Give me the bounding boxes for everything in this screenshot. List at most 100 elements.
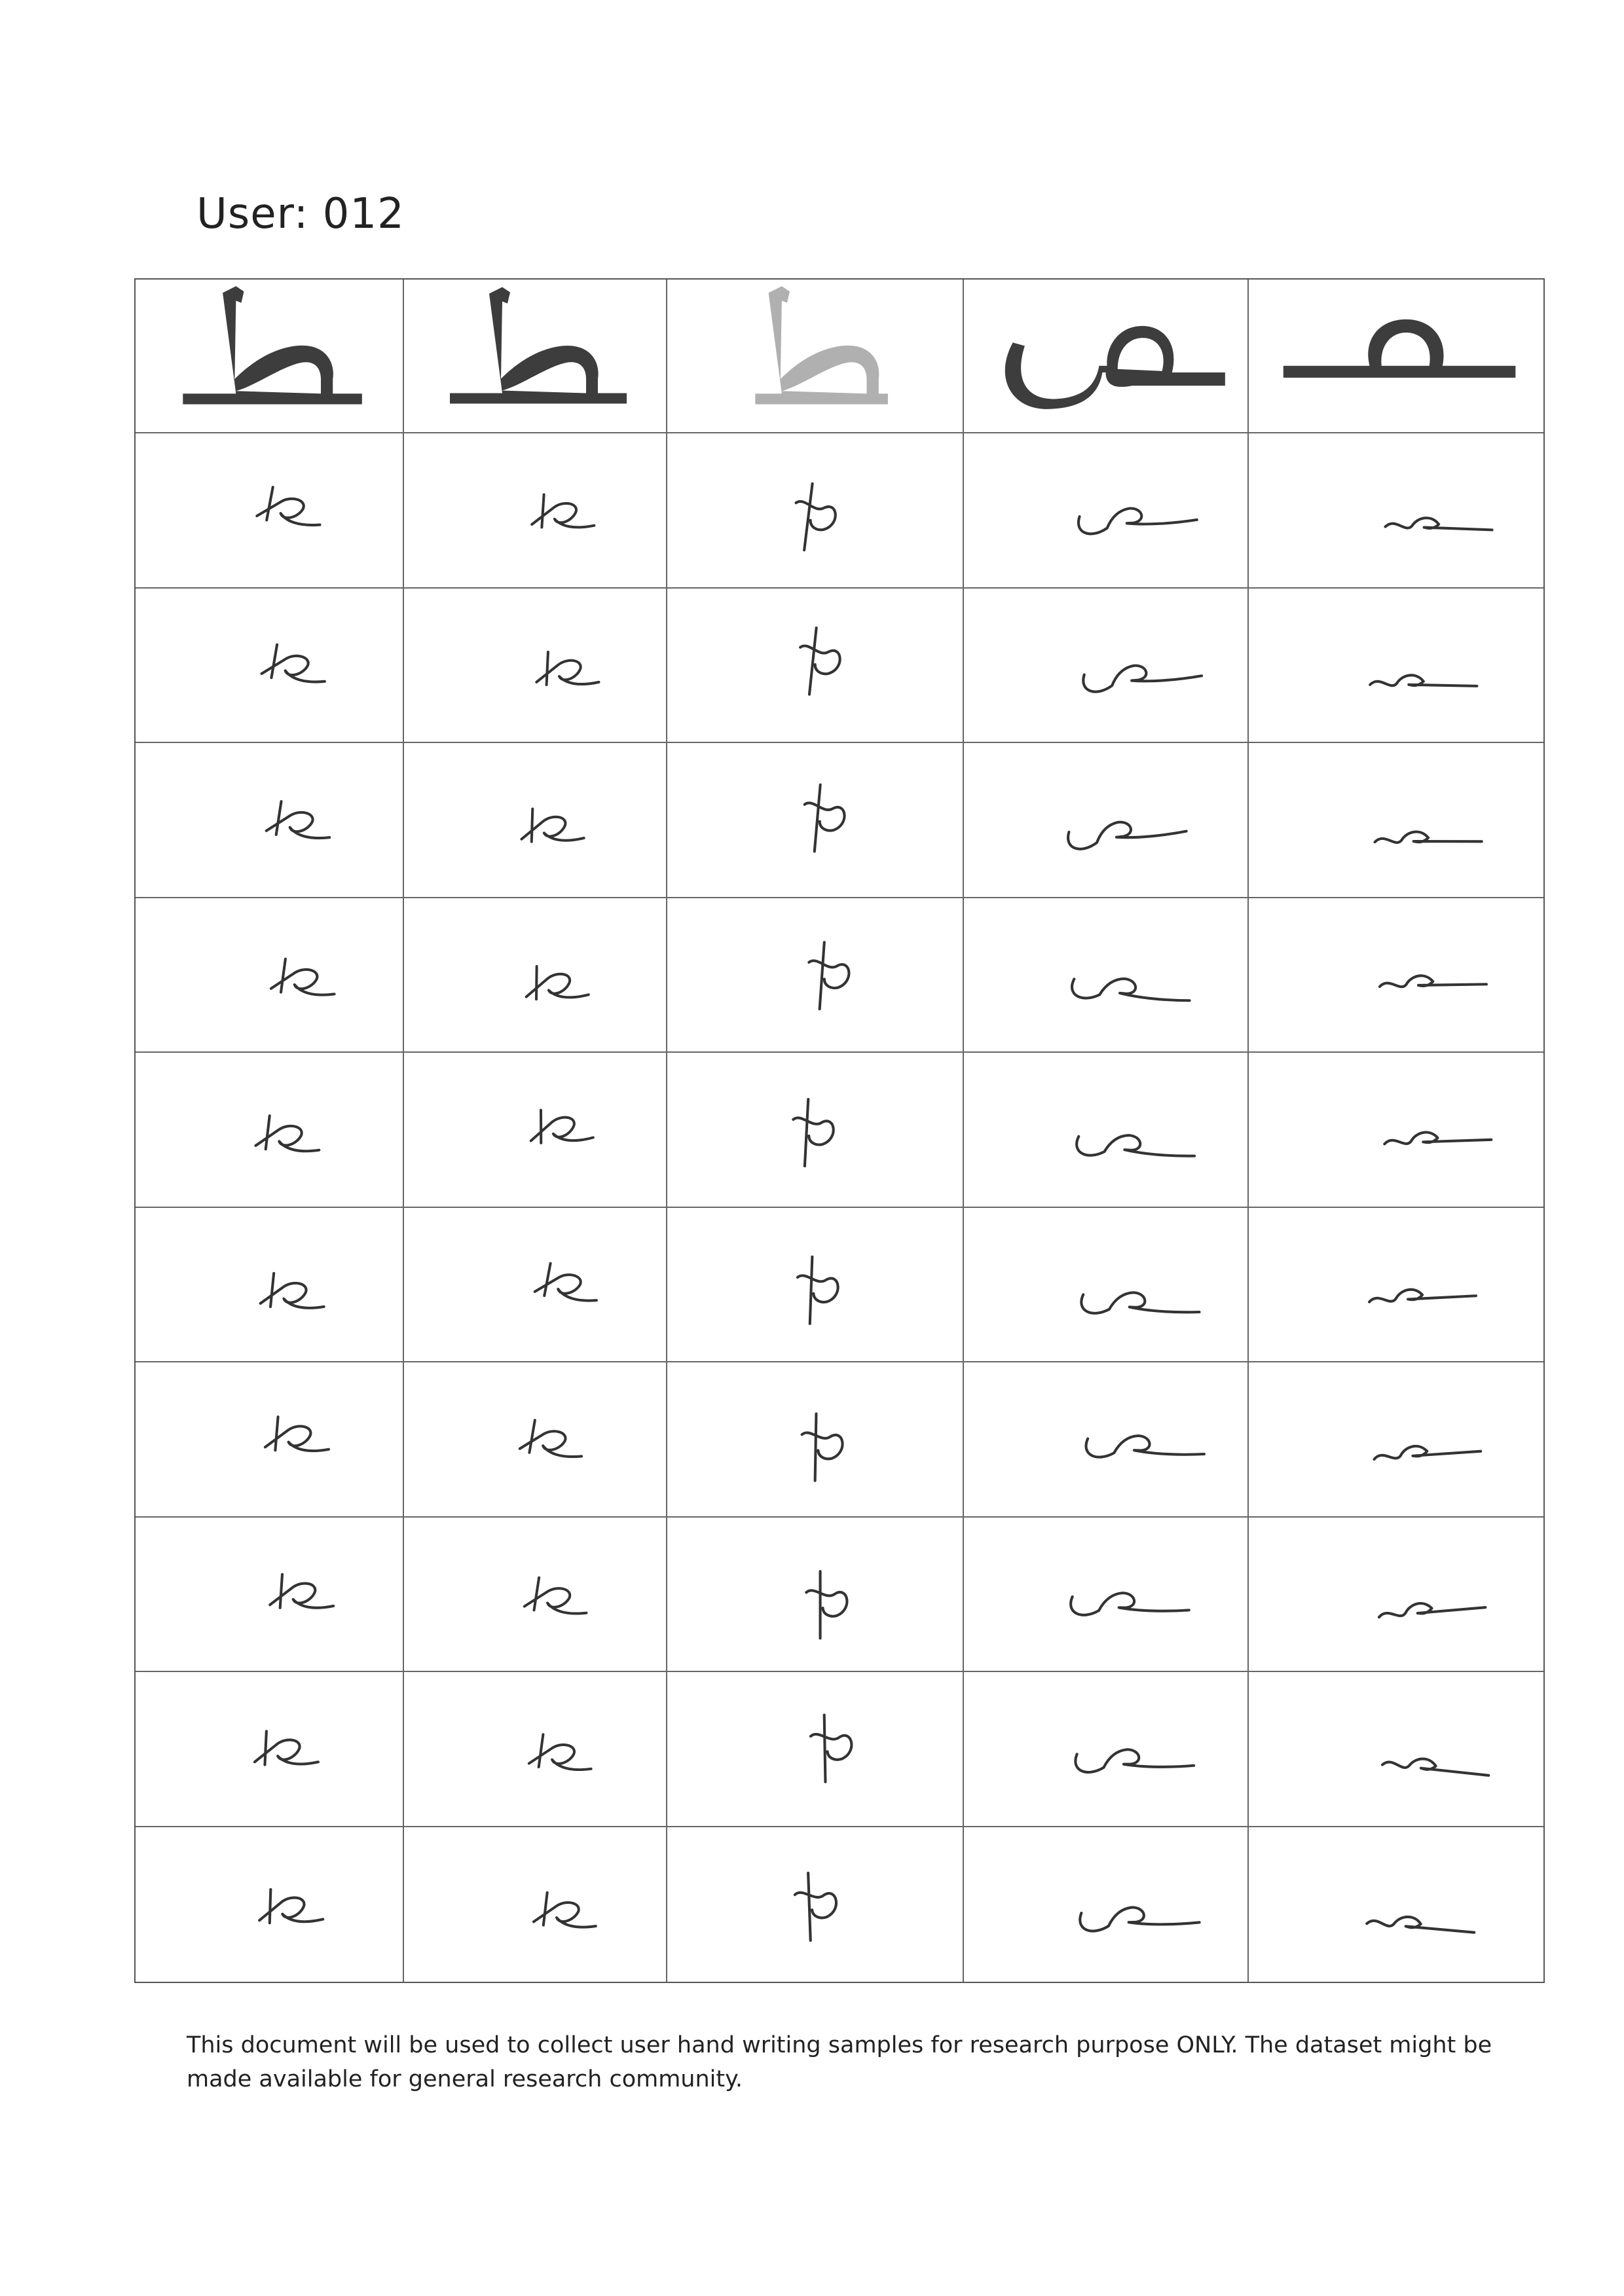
handwriting-sample-cell xyxy=(404,1672,667,1827)
handwriting-sample-cell xyxy=(404,898,667,1053)
handwritten-stroke xyxy=(529,1108,595,1144)
handwriting-sample-cell xyxy=(667,1517,964,1672)
handwritten-stroke xyxy=(805,1569,849,1639)
handwriting-sample-cell xyxy=(1249,1518,1543,1672)
reference-glyph-sad-isolated xyxy=(1005,325,1225,409)
handwritten-stroke xyxy=(799,626,841,696)
handwriting-sample-cell xyxy=(1249,1208,1543,1362)
handwriting-sample-cell xyxy=(1249,1827,1543,1982)
handwriting-sample-cell xyxy=(1249,1362,1543,1518)
reference-glyph-tah xyxy=(450,287,627,404)
handwritten-stroke xyxy=(533,1262,598,1302)
reference-glyph-cell xyxy=(404,280,667,433)
handwritten-stroke xyxy=(258,1887,325,1924)
handwritten-stroke xyxy=(527,1733,593,1772)
handwriting-sample-cell xyxy=(964,1672,1249,1827)
handwriting-sample-cell xyxy=(136,743,404,898)
handwriting-sample-cell xyxy=(964,1362,1249,1518)
handwriting-sample-cell xyxy=(667,743,964,898)
reference-glyph-tah-upright xyxy=(755,286,888,405)
handwritten-stroke xyxy=(1067,820,1188,850)
handwriting-sample-cell xyxy=(1249,589,1543,743)
handwriting-sample-cell xyxy=(1249,1672,1543,1827)
handwritten-stroke xyxy=(1365,1915,1476,1934)
handwritten-stroke xyxy=(1084,1434,1206,1459)
handwritten-stroke xyxy=(1082,664,1204,693)
handwriting-sample-cell xyxy=(136,898,404,1053)
reference-glyph-cell xyxy=(136,280,404,433)
handwritten-stroke xyxy=(259,1271,325,1309)
handwritten-stroke xyxy=(518,1419,583,1458)
handwritten-stroke xyxy=(255,486,322,527)
handwriting-sample-cell xyxy=(1249,743,1543,898)
handwritten-stroke xyxy=(807,940,851,1010)
handwritten-stroke xyxy=(1377,1601,1487,1618)
handwriting-sample-cell xyxy=(667,433,964,589)
handwritten-stroke xyxy=(1368,1288,1477,1303)
handwriting-sample-cell xyxy=(136,1827,404,1982)
handwriting-sample-cell xyxy=(404,433,667,589)
handwriting-sample-cell xyxy=(667,1362,964,1518)
reference-glyph-cell xyxy=(667,280,964,433)
handwriting-sample-cell xyxy=(667,1827,964,1982)
handwriting-sample-cell xyxy=(404,1827,667,1982)
handwriting-sample-cell xyxy=(667,1053,964,1208)
handwriting-sample-cell xyxy=(404,588,667,743)
handwritten-stroke xyxy=(1069,1591,1190,1616)
handwritten-stroke xyxy=(1378,974,1488,988)
handwritten-stroke xyxy=(520,807,585,843)
handwritten-stroke xyxy=(1079,1905,1201,1933)
handwritten-stroke xyxy=(254,1114,321,1153)
handwritten-stroke xyxy=(1380,1757,1490,1777)
handwriting-sample-cell xyxy=(964,743,1249,898)
footer-disclaimer: This document will be used to collect us… xyxy=(187,2032,1492,2092)
handwriting-sample-cell xyxy=(964,1207,1249,1362)
handwriting-sample-cell xyxy=(667,898,964,1053)
handwriting-sample-cell xyxy=(964,433,1249,589)
handwritten-stroke xyxy=(265,800,331,840)
handwriting-sample-cell xyxy=(667,588,964,743)
handwriting-sample-cell xyxy=(404,1207,667,1362)
reference-glyph-tah xyxy=(183,286,362,405)
handwritten-stroke xyxy=(792,1097,835,1168)
handwriting-sample-cell xyxy=(404,1517,667,1672)
handwritten-stroke xyxy=(253,1730,320,1766)
handwritten-stroke xyxy=(1075,1134,1196,1157)
handwritten-stroke xyxy=(525,964,590,1000)
handwriting-sample-cell xyxy=(1249,898,1543,1053)
handwritten-stroke xyxy=(1384,517,1494,532)
handwritten-stroke xyxy=(796,1255,840,1325)
handwritten-stroke xyxy=(1071,977,1191,1002)
handwriting-sample-cell xyxy=(404,743,667,898)
handwritten-stroke xyxy=(800,1412,844,1482)
handwriting-sample-cell xyxy=(136,433,404,589)
handwritten-stroke xyxy=(1373,1444,1483,1461)
handwriting-sample-grid xyxy=(134,278,1545,1983)
handwriting-sample-cell xyxy=(667,1207,964,1362)
user-label: User: 012 xyxy=(196,190,405,238)
reference-glyph-cell xyxy=(964,280,1249,433)
handwriting-sample-cell xyxy=(404,1362,667,1518)
handwriting-sample-cell xyxy=(136,1517,404,1672)
handwritten-stroke xyxy=(1373,830,1483,844)
reference-glyph-cell xyxy=(1249,280,1543,433)
handwritten-stroke xyxy=(794,482,837,552)
handwriting-sample-cell xyxy=(964,588,1249,743)
handwritten-stroke xyxy=(1383,1131,1493,1146)
handwriting-sample-cell xyxy=(1249,1053,1543,1208)
handwriting-sample-cell xyxy=(136,1362,404,1518)
handwriting-sample-cell xyxy=(136,1053,404,1208)
handwriting-sample-cell xyxy=(136,588,404,743)
handwritten-stroke xyxy=(1077,507,1198,536)
handwriting-sample-cell xyxy=(404,1053,667,1208)
handwriting-sample-cell xyxy=(964,1517,1249,1672)
handwritten-stroke xyxy=(523,1576,588,1615)
handwritten-stroke xyxy=(803,783,846,853)
handwriting-sample-cell xyxy=(964,1053,1249,1208)
handwriting-sample-cell xyxy=(136,1207,404,1362)
handwritten-stroke xyxy=(530,493,596,529)
handwritten-stroke xyxy=(793,1871,838,1942)
handwritten-stroke xyxy=(1080,1290,1201,1315)
handwritten-stroke xyxy=(268,1573,335,1609)
handwriting-sample-cell xyxy=(964,898,1249,1053)
